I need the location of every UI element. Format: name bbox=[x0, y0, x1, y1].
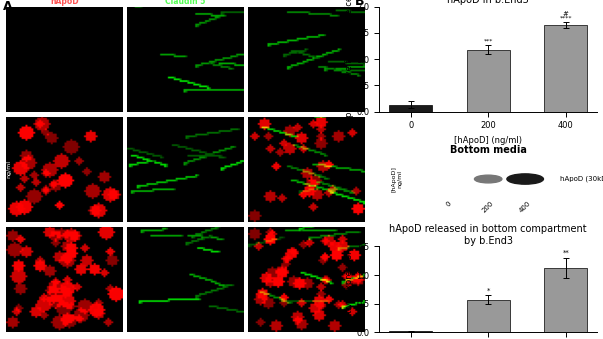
Y-axis label: 400: 400 bbox=[1, 274, 6, 285]
Bar bbox=[467, 50, 510, 112]
Bar bbox=[545, 25, 587, 112]
Ellipse shape bbox=[507, 174, 543, 184]
Title: Merge: Merge bbox=[293, 0, 320, 6]
Text: 400: 400 bbox=[519, 200, 532, 214]
Text: hApoD (30kDa): hApoD (30kDa) bbox=[560, 176, 603, 182]
Bar bbox=[545, 268, 587, 332]
Text: C: C bbox=[355, 143, 364, 157]
Title: hApoD: hApoD bbox=[50, 0, 78, 6]
Title: hApoD released in bottom compartment
by b.End3: hApoD released in bottom compartment by … bbox=[390, 224, 587, 246]
Y-axis label: hApoD relative fluorescence/cell: hApoD relative fluorescence/cell bbox=[345, 0, 354, 127]
X-axis label: [hApoD] (ng/ml): [hApoD] (ng/ml) bbox=[454, 136, 522, 145]
Bar bbox=[390, 105, 432, 112]
Bar bbox=[467, 300, 510, 332]
Ellipse shape bbox=[475, 175, 502, 183]
Title: Bottom media: Bottom media bbox=[450, 145, 526, 155]
Text: ***: *** bbox=[484, 38, 493, 43]
Text: D: D bbox=[355, 235, 365, 248]
Text: A: A bbox=[3, 0, 13, 13]
Text: B: B bbox=[355, 0, 365, 8]
Title: Claudin 5: Claudin 5 bbox=[165, 0, 206, 6]
Text: 0: 0 bbox=[446, 200, 453, 208]
Text: *: * bbox=[487, 287, 490, 293]
Bar bbox=[390, 331, 432, 332]
Text: **: ** bbox=[563, 250, 569, 256]
Y-axis label: [hApoD]
200
ng/ml: [hApoD] 200 ng/ml bbox=[0, 157, 11, 182]
Text: 200: 200 bbox=[481, 200, 495, 214]
Y-axis label: Relative expression: Relative expression bbox=[345, 248, 354, 331]
Text: [hApoD]
ng/ml: [hApoD] ng/ml bbox=[391, 166, 402, 192]
Y-axis label: No hApoD: No hApoD bbox=[1, 44, 6, 75]
Text: #: # bbox=[563, 11, 569, 17]
Text: ****: **** bbox=[560, 15, 572, 20]
Title: hApoD in b.End3: hApoD in b.End3 bbox=[447, 0, 529, 5]
